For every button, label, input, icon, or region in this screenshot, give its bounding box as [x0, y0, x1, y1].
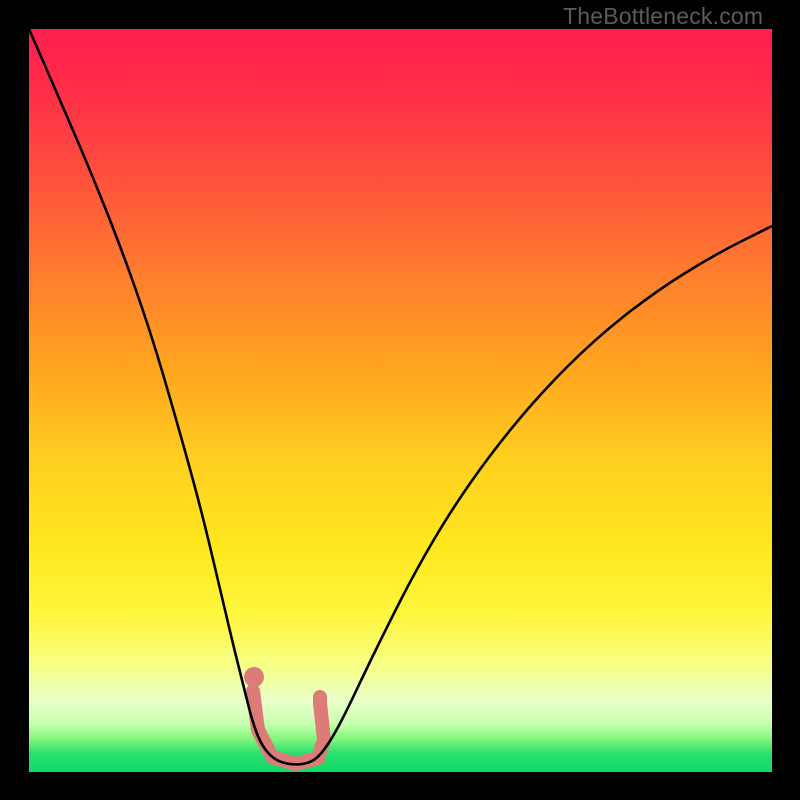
highlight-dot — [244, 667, 264, 687]
bottleneck-chart — [0, 0, 800, 800]
plot-background — [29, 29, 772, 772]
watermark-text: TheBottleneck.com — [563, 3, 763, 30]
